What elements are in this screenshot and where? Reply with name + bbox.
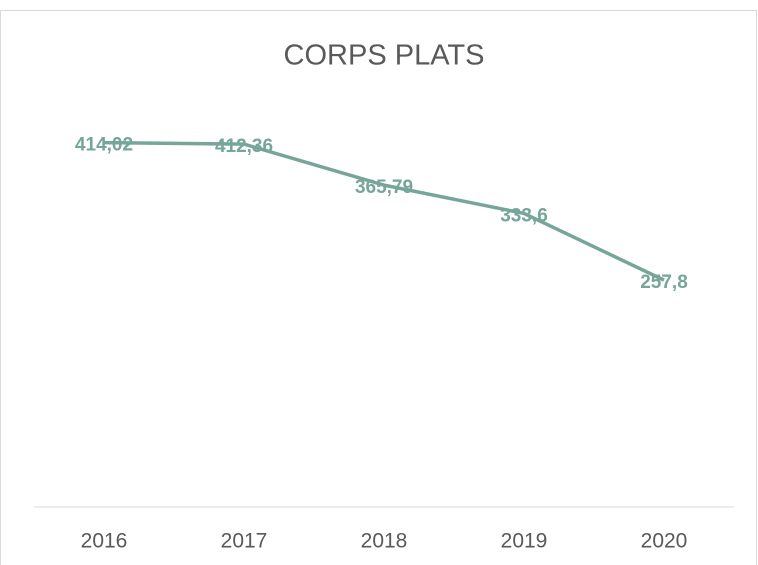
chart-title: CORPS PLATS: [284, 40, 485, 72]
x-tick-label: 2016: [81, 530, 128, 553]
data-label: 257,8: [640, 272, 688, 293]
x-tick-label: 2020: [641, 530, 688, 553]
data-label: 412,36: [215, 136, 273, 157]
x-tick-label: 2019: [501, 530, 548, 553]
x-tick-label: 2018: [361, 530, 408, 553]
data-label: 414,02: [75, 135, 133, 156]
chart-border: [0, 10, 757, 565]
data-label: 333,6: [500, 205, 548, 226]
x-tick-label: 2017: [221, 530, 268, 553]
data-label: 365,79: [355, 177, 413, 198]
data-line: [103, 140, 665, 282]
